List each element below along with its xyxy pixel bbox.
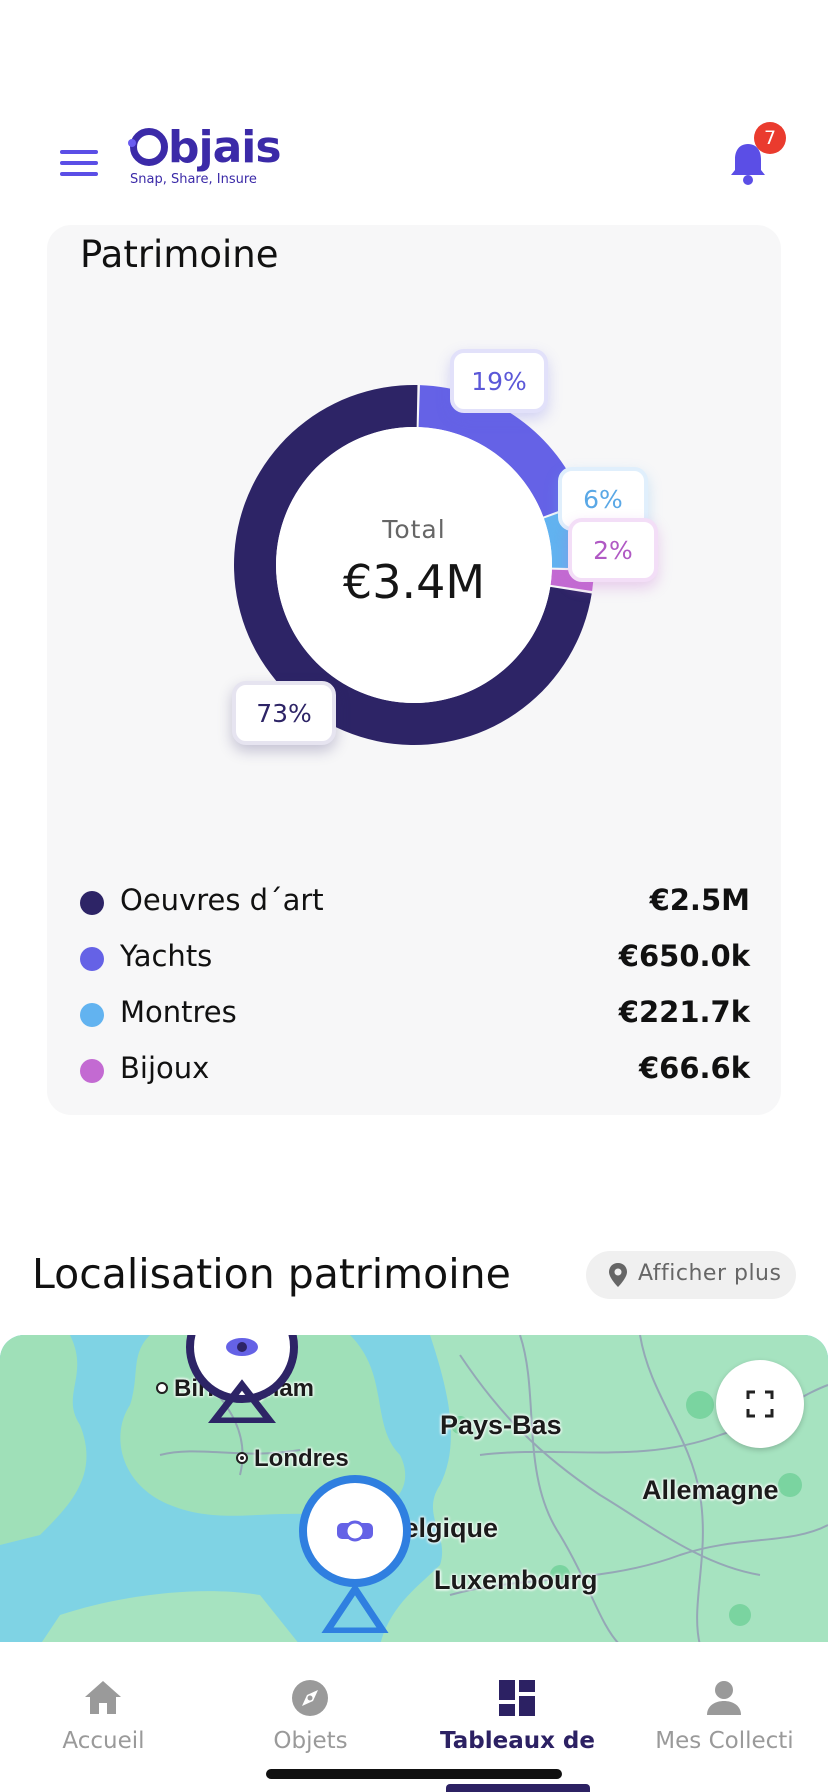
map-label-allemagne: Allemagne [642, 1475, 779, 1505]
legend-item: Yachts €650.0k [80, 933, 750, 989]
home-indicator [266, 1769, 562, 1779]
logo: bjais Snap, Share, Insure [128, 126, 282, 187]
legend-value: €650.0k [618, 939, 750, 973]
fullscreen-button[interactable] [716, 1360, 804, 1448]
active-tab-indicator [446, 1784, 590, 1792]
logo-tagline: Snap, Share, Insure [130, 172, 257, 187]
legend-dot [80, 947, 104, 971]
nav-item-accueil[interactable]: Accueil [0, 1642, 207, 1754]
asset-map[interactable]: Birmingham Londres Pays-Bas Allemagne Be… [0, 1335, 828, 1645]
map-label-londres: Londres [254, 1445, 349, 1472]
home-icon [85, 1681, 121, 1714]
map-marker-art[interactable] [172, 1335, 312, 1423]
donut-hole [276, 427, 552, 703]
map-city-dot-londres [236, 1452, 248, 1464]
total-label: Total [382, 515, 446, 544]
show-more-label: Afficher plus [638, 1261, 782, 1286]
nav-item-objets[interactable]: Objets [207, 1642, 414, 1754]
nav-label: Accueil [62, 1728, 145, 1754]
nav-item-mes-collections[interactable]: Mes Collecti [621, 1642, 828, 1754]
donut-slice-yachts [418, 385, 583, 517]
legend-dot [80, 891, 104, 915]
portfolio-title: Patrimoine [80, 233, 279, 276]
map-label-luxembourg: Luxembourg [434, 1565, 598, 1595]
legend-name: Bijoux [120, 1051, 210, 1085]
legend-value: €66.6k [638, 1051, 750, 1085]
map-city-dot-birmingham [156, 1382, 168, 1394]
portfolio-legend: Oeuvres d´art €2.5M Yachts €650.0k Montr… [80, 877, 750, 1101]
person-icon [707, 1681, 741, 1715]
bottom-nav: Accueil Objets Tableaux de Mes Collecti [0, 1642, 828, 1792]
compass-icon [292, 1680, 328, 1716]
map-marker-watch[interactable] [290, 1473, 420, 1633]
legend-value: €2.5M [649, 883, 750, 917]
map-label-pays-bas: Pays-Bas [440, 1410, 562, 1440]
donut-chart [233, 385, 594, 745]
total-value: €3.4M [342, 555, 486, 609]
pct-label-oeuvres: 73% [232, 681, 336, 745]
fullscreen-icon [746, 1390, 774, 1418]
legend-item: Oeuvres d´art €2.5M [80, 877, 750, 933]
legend-name: Oeuvres d´art [120, 883, 324, 917]
app-header: bjais Snap, Share, Insure 7 [0, 110, 828, 200]
legend-item: Bijoux €66.6k [80, 1045, 750, 1101]
notification-badge: 7 [754, 122, 786, 154]
legend-name: Montres [120, 995, 237, 1029]
location-title: Localisation patrimoine [32, 1250, 511, 1298]
bell-icon[interactable] [728, 140, 768, 186]
nav-label: Objets [273, 1728, 348, 1754]
pct-label-bijoux: 2% [568, 518, 658, 582]
nav-label: Mes Collecti [655, 1728, 794, 1754]
location-pin-icon [609, 1263, 627, 1287]
nav-item-tableaux[interactable]: Tableaux de [414, 1642, 621, 1754]
menu-icon[interactable] [60, 150, 98, 178]
legend-dot [80, 1059, 104, 1083]
legend-value: €221.7k [618, 995, 750, 1029]
portfolio-card: Patrimoine Total €3.4M 73% 19% 6% 2% Oeu… [47, 225, 781, 1115]
pct-label-yachts: 19% [450, 349, 548, 413]
legend-name: Yachts [120, 939, 213, 973]
show-more-button[interactable]: Afficher plus [586, 1251, 796, 1299]
legend-dot [80, 1003, 104, 1027]
nav-label: Tableaux de [440, 1728, 595, 1754]
dashboard-icon [499, 1680, 535, 1716]
logo-wordmark: bjais [128, 126, 282, 170]
legend-item: Montres €221.7k [80, 989, 750, 1045]
